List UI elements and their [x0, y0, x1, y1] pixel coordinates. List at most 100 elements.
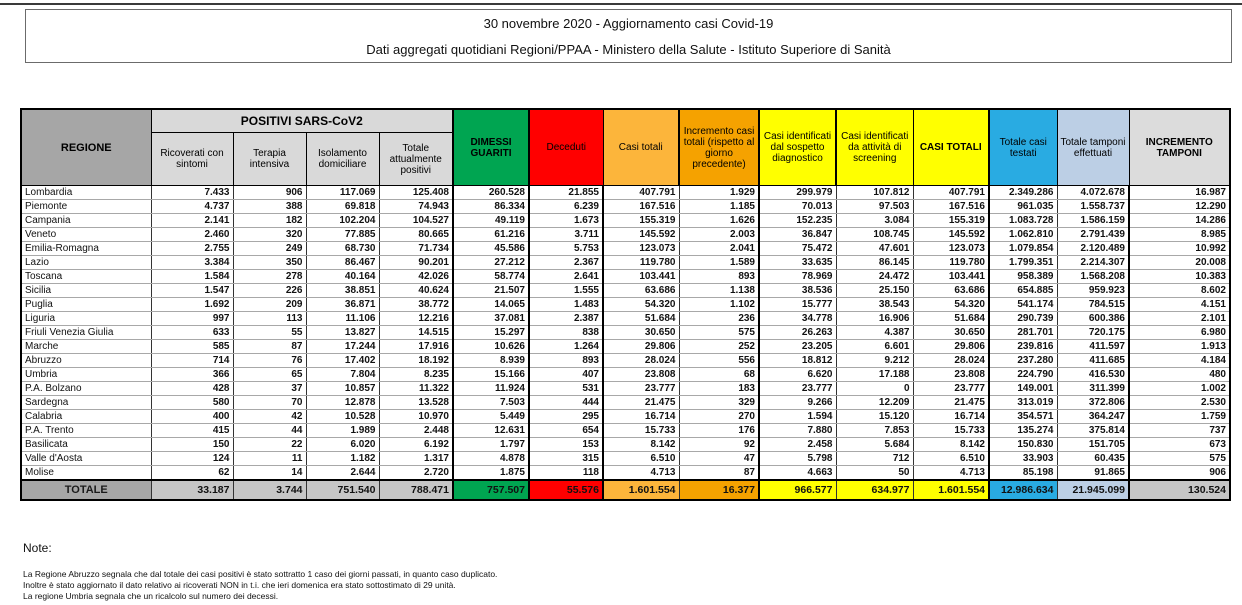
value-cell: 68.730 — [305, 241, 380, 256]
value-cell: 50 — [835, 465, 914, 481]
col-header-casi-totali-2: CASI TOTALI — [912, 108, 990, 186]
value-cell: 2.003 — [678, 227, 760, 242]
value-cell: 23.808 — [912, 367, 990, 382]
col-header-casi-totali: Casi totali — [602, 108, 680, 186]
value-cell: 1.929 — [678, 185, 760, 200]
value-cell: 6.192 — [378, 437, 454, 452]
table-row: Calabria 400 42 10.528 10.970 5.449 295 … — [20, 409, 1231, 424]
value-cell: 654 — [528, 423, 604, 438]
value-cell: 281.701 — [988, 325, 1058, 340]
table-row: Liguria 997 113 11.106 12.216 37.081 2.3… — [20, 311, 1231, 326]
region-name: Calabria — [20, 409, 152, 424]
region-name: Umbria — [20, 367, 152, 382]
value-cell: 906 — [1128, 465, 1231, 481]
value-cell: 152.235 — [758, 213, 837, 228]
value-cell: 1.589 — [678, 255, 760, 270]
note-line: La regione Umbria segnala che un ricalco… — [23, 591, 279, 601]
value-cell: 37 — [232, 381, 307, 396]
value-cell: 226 — [232, 283, 307, 298]
region-name: Sicilia — [20, 283, 152, 298]
value-cell: 673 — [1128, 437, 1231, 452]
value-cell: 575 — [678, 325, 760, 340]
region-name: P.A. Bolzano — [20, 381, 152, 396]
value-cell: 1.626 — [678, 213, 760, 228]
value-cell: 1.568.208 — [1056, 269, 1130, 284]
value-cell: 5.684 — [835, 437, 914, 452]
value-cell: 13.528 — [378, 395, 454, 410]
table-row: Umbria 366 65 7.804 8.235 15.166 407 23.… — [20, 367, 1231, 382]
value-cell: 407 — [528, 367, 604, 382]
value-cell: 11 — [232, 451, 307, 466]
value-cell: 1.989 — [305, 423, 380, 438]
value-cell: 42 — [232, 409, 307, 424]
value-cell: 167.516 — [602, 199, 680, 214]
value-cell: 7.433 — [150, 185, 234, 200]
value-cell: 23.205 — [758, 339, 837, 354]
value-cell: 11.924 — [452, 381, 530, 396]
value-cell: 2.530 — [1128, 395, 1231, 410]
value-cell: 1.182 — [305, 451, 380, 466]
value-cell: 1.875 — [452, 465, 530, 481]
value-cell: 23.777 — [758, 381, 837, 396]
value-cell: 6.601 — [835, 339, 914, 354]
col-header-totale-tamponi: Totale tamponi effettuati — [1056, 108, 1130, 186]
value-cell: 3.744 — [232, 479, 307, 501]
value-cell: 21.475 — [602, 395, 680, 410]
title-box: 30 novembre 2020 - Aggiornamento casi Co… — [25, 9, 1232, 63]
value-cell: 788.471 — [378, 479, 454, 501]
value-cell: 714 — [150, 353, 234, 368]
value-cell: 8.939 — [452, 353, 530, 368]
table-row: Toscana 1.584 278 40.164 42.026 58.774 2… — [20, 269, 1231, 284]
value-cell: 784.515 — [1056, 297, 1130, 312]
value-cell: 1.547 — [150, 283, 234, 298]
value-cell: 633 — [150, 325, 234, 340]
value-cell: 10.626 — [452, 339, 530, 354]
value-cell: 47.601 — [835, 241, 914, 256]
value-cell: 541.174 — [988, 297, 1058, 312]
value-cell: 71.734 — [378, 241, 454, 256]
value-cell: 1.558.737 — [1056, 199, 1130, 214]
value-cell: 16.987 — [1128, 185, 1231, 200]
value-cell: 12.290 — [1128, 199, 1231, 214]
value-cell: 104.527 — [378, 213, 454, 228]
value-cell: 838 — [528, 325, 604, 340]
value-cell: 600.386 — [1056, 311, 1130, 326]
value-cell: 1.138 — [678, 283, 760, 298]
value-cell: 15.297 — [452, 325, 530, 340]
value-cell: 3.711 — [528, 227, 604, 242]
value-cell: 2.755 — [150, 241, 234, 256]
table-row: Basilicata 150 22 6.020 6.192 1.797 153 … — [20, 437, 1231, 452]
value-cell: 4.072.678 — [1056, 185, 1130, 200]
value-cell: 720.175 — [1056, 325, 1130, 340]
table-row: Molise 62 14 2.644 2.720 1.875 118 4.713… — [20, 465, 1231, 481]
value-cell: 90.201 — [378, 255, 454, 270]
value-cell: 102.204 — [305, 213, 380, 228]
value-cell: 366 — [150, 367, 234, 382]
region-name: Lazio — [20, 255, 152, 270]
value-cell: 556 — [678, 353, 760, 368]
value-cell: 10.383 — [1128, 269, 1231, 284]
value-cell: 14.515 — [378, 325, 454, 340]
value-cell: 91.865 — [1056, 465, 1130, 481]
value-cell: 5.798 — [758, 451, 837, 466]
col-header-incremento-tamponi: INCREMENTO TAMPONI — [1128, 108, 1231, 186]
value-cell: 3.084 — [835, 213, 914, 228]
value-cell: 119.780 — [602, 255, 680, 270]
value-cell: 38.536 — [758, 283, 837, 298]
region-name: Liguria — [20, 311, 152, 326]
value-cell: 411.685 — [1056, 353, 1130, 368]
value-cell: 237.280 — [988, 353, 1058, 368]
value-cell: 1.601.554 — [912, 479, 990, 501]
value-cell: 125.408 — [378, 185, 454, 200]
value-cell: 1.002 — [1128, 381, 1231, 396]
value-cell: 6.510 — [602, 451, 680, 466]
value-cell: 47 — [678, 451, 760, 466]
value-cell: 4.663 — [758, 465, 837, 481]
value-cell: 145.592 — [602, 227, 680, 242]
value-cell: 70.013 — [758, 199, 837, 214]
value-cell: 2.041 — [678, 241, 760, 256]
value-cell: 1.185 — [678, 199, 760, 214]
value-cell: 2.720 — [378, 465, 454, 481]
value-cell: 7.503 — [452, 395, 530, 410]
value-cell: 60.435 — [1056, 451, 1130, 466]
